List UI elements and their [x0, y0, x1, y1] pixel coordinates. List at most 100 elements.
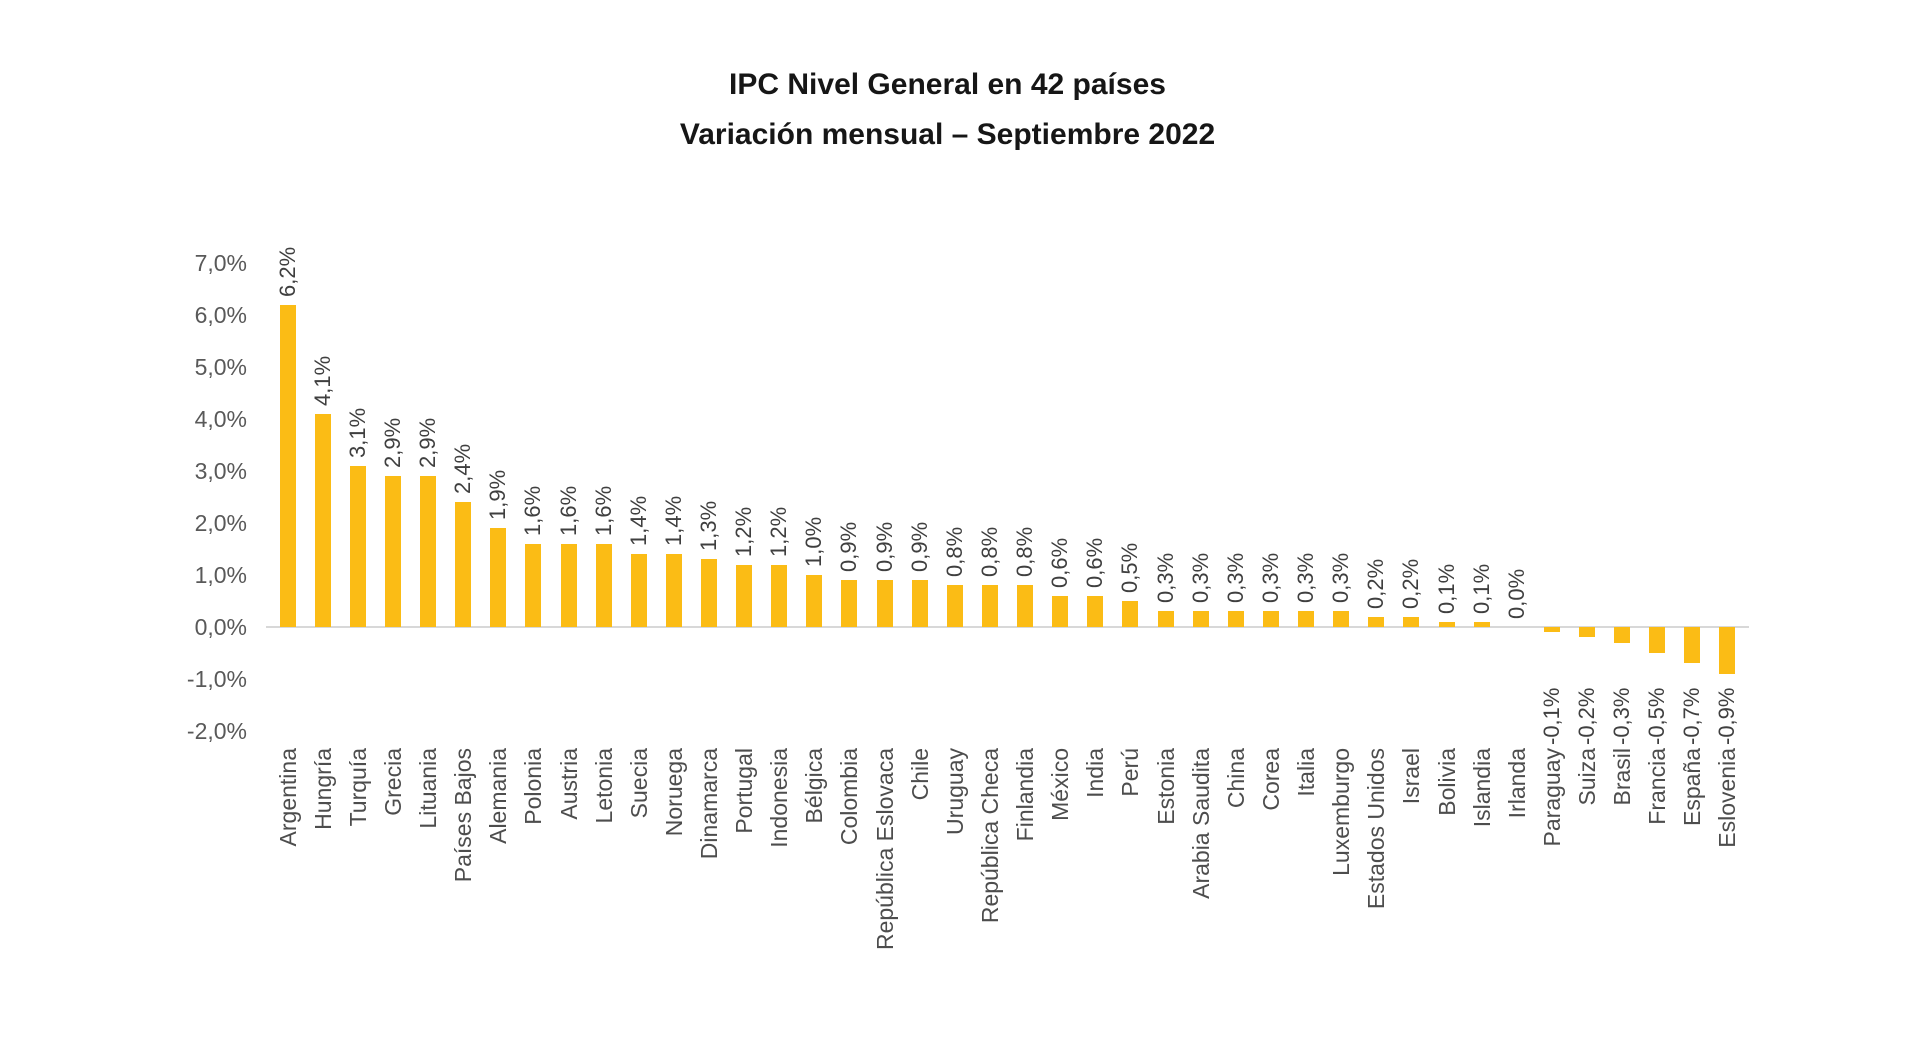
- value-label-suecia: 1,4%: [625, 496, 651, 547]
- bar-indonesia: [771, 564, 788, 627]
- category-label-bolivia: Bolivia: [1433, 748, 1460, 816]
- value-label-grecia: 2,9%: [379, 418, 405, 469]
- category-label-suiza: Suiza: [1574, 748, 1600, 806]
- category-label-austria: Austria: [555, 748, 582, 820]
- value-label-israel: 0,2%: [1398, 558, 1424, 609]
- category-label-finlandia: Finlandia: [1012, 748, 1039, 842]
- y-axis-tick-label: 4,0%: [194, 406, 247, 432]
- bar-finlandia: [1017, 585, 1034, 627]
- bar-lituania: [420, 476, 437, 627]
- value-label-argentina: 6,2%: [274, 246, 300, 297]
- category-label-republica-eslovaca: República Eslovaca: [871, 748, 898, 951]
- category-label-portugal: Portugal: [731, 748, 758, 834]
- bar-israel: [1403, 616, 1420, 627]
- value-label-islandia: 0,1%: [1468, 563, 1494, 614]
- category-label-grecia: Grecia: [379, 748, 406, 816]
- value-label-lituania: 2,9%: [415, 418, 441, 469]
- category-label-corea: Corea: [1257, 748, 1284, 811]
- category-label-indonesia: Indonesia: [766, 748, 793, 848]
- bar-uruguay: [946, 585, 963, 627]
- bar-chile: [911, 580, 928, 627]
- category-label-uruguay: Uruguay: [941, 748, 968, 835]
- category-label-espana: España: [1679, 748, 1706, 827]
- value-label-paises-bajos: 2,4%: [450, 444, 476, 495]
- value-label-republica-checa: 0,8%: [976, 527, 1002, 578]
- category-label-dinamarca: Dinamarca: [696, 748, 722, 860]
- bar-paraguay: [1543, 627, 1560, 633]
- bar-belgica: [806, 575, 823, 627]
- category-label-hungria: Hungría: [309, 748, 336, 830]
- bar-espana: [1684, 627, 1701, 664]
- value-label-dinamarca: 1,3%: [696, 501, 721, 552]
- value-label-arabia-saudita: 0,3%: [1187, 553, 1213, 604]
- category-label-lituania: Lituania: [415, 748, 442, 829]
- category-label-alemania: Alemania: [485, 748, 512, 844]
- category-label-paises-bajos: Países Bajos: [450, 748, 477, 883]
- bar-polonia: [525, 543, 542, 627]
- bar-colombia: [841, 580, 858, 627]
- bar-mexico: [1052, 595, 1069, 627]
- bar-italia: [1298, 611, 1315, 627]
- y-axis-tick-label: 2,0%: [194, 510, 247, 536]
- bar-alemania: [490, 528, 507, 627]
- value-label-noruega: 1,4%: [660, 496, 686, 547]
- category-label-republica-checa: República Checa: [976, 748, 1003, 924]
- bar-hungria: [314, 413, 331, 627]
- category-label-arabia-saudita: Arabia Saudita: [1187, 748, 1214, 899]
- value-label-mexico: 0,6%: [1047, 537, 1073, 588]
- value-label-austria: 1,6%: [555, 485, 581, 536]
- bar-eslovenia: [1719, 627, 1736, 674]
- value-label-luxemburgo: 0,3%: [1328, 553, 1354, 604]
- value-label-china: 0,3%: [1222, 553, 1248, 604]
- chart-subtitle: Variación mensual – Septiembre 2022: [679, 118, 1216, 151]
- bar-republica-checa: [981, 585, 998, 627]
- category-label-irlanda: Irlanda: [1503, 748, 1530, 819]
- value-label-corea: 0,3%: [1257, 553, 1283, 604]
- category-label-israel: Israel: [1398, 748, 1425, 805]
- category-label-estonia: Estonia: [1152, 748, 1179, 825]
- value-label-irlanda: 0,0%: [1503, 568, 1529, 619]
- chart-title: IPC Nivel General en 42 países: [729, 68, 1166, 101]
- value-label-brasil: -0,3%: [1609, 687, 1635, 745]
- category-label-estados-unidos: Estados Unidos: [1363, 748, 1390, 910]
- value-label-hungria: 4,1%: [309, 355, 335, 406]
- y-axis-tick-label: 0,0%: [194, 614, 247, 640]
- y-axis-tick-label: 5,0%: [194, 354, 247, 380]
- y-axis-tick-label: -1,0%: [186, 666, 247, 692]
- value-label-turquia: 3,1%: [344, 407, 370, 458]
- bar-paises-bajos: [455, 502, 472, 627]
- value-label-paraguay: -0,1%: [1538, 687, 1564, 745]
- value-label-peru: 0,5%: [1117, 542, 1143, 593]
- value-label-finlandia: 0,8%: [1012, 527, 1038, 578]
- bar-suiza: [1579, 627, 1595, 638]
- x-axis-baseline: [266, 626, 1749, 628]
- bar-estados-unidos: [1368, 616, 1385, 627]
- value-label-francia: -0,5%: [1644, 687, 1670, 745]
- bar-arabia-saudita: [1192, 611, 1209, 627]
- y-axis-tick-label: 1,0%: [194, 562, 247, 588]
- bar-corea: [1262, 611, 1279, 627]
- category-label-polonia: Polonia: [520, 748, 547, 825]
- value-label-alemania: 1,9%: [485, 470, 511, 521]
- value-label-belgica: 1,0%: [801, 516, 827, 567]
- y-axis-tick-label: 3,0%: [194, 458, 247, 484]
- category-label-paraguay: Paraguay: [1538, 748, 1565, 847]
- value-label-republica-eslovaca: 0,9%: [871, 522, 897, 573]
- value-label-uruguay: 0,8%: [941, 527, 967, 578]
- value-label-estados-unidos: 0,2%: [1363, 558, 1389, 609]
- category-label-brasil: Brasil: [1609, 748, 1636, 806]
- value-label-eslovenia: -0,9%: [1714, 687, 1740, 745]
- category-label-italia: Italia: [1293, 748, 1320, 797]
- bar-francia: [1649, 627, 1666, 653]
- category-label-turquia: Turquía: [344, 748, 371, 827]
- bar-suecia: [630, 554, 647, 627]
- bar-portugal: [736, 564, 753, 627]
- bar-islandia: [1473, 621, 1490, 627]
- bar-estonia: [1157, 611, 1174, 627]
- category-label-noruega: Noruega: [660, 748, 687, 837]
- category-label-islandia: Islandia: [1468, 748, 1495, 828]
- bar-india: [1087, 595, 1104, 627]
- bar-republica-eslovaca: [876, 580, 893, 627]
